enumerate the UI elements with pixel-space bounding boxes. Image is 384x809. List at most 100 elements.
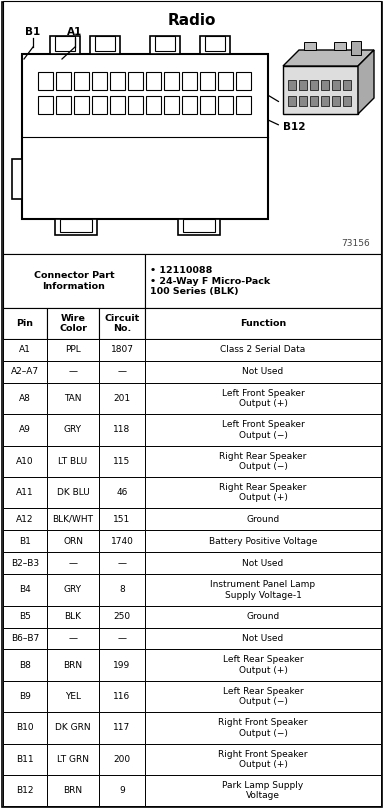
Bar — [145, 254, 381, 308]
Bar — [56, 96, 71, 114]
Bar — [150, 36, 180, 54]
Text: DK GRN: DK GRN — [55, 723, 91, 732]
Bar — [47, 743, 99, 775]
Text: 118: 118 — [113, 426, 131, 434]
Bar — [99, 339, 145, 361]
Bar — [145, 339, 381, 361]
Text: 1740: 1740 — [111, 537, 133, 546]
Bar — [145, 361, 381, 383]
Bar — [90, 36, 120, 54]
Bar — [182, 96, 197, 114]
Bar — [332, 80, 340, 90]
Bar — [3, 308, 47, 339]
Text: Circuit
No.: Circuit No. — [104, 314, 140, 333]
Text: Battery Positive Voltage: Battery Positive Voltage — [209, 537, 317, 546]
Text: 73156: 73156 — [341, 239, 370, 248]
Bar — [22, 54, 268, 219]
Bar — [99, 383, 145, 414]
Bar — [3, 339, 47, 361]
Bar — [3, 628, 47, 650]
Text: ORN: ORN — [63, 537, 83, 546]
Bar — [3, 574, 47, 606]
Bar — [3, 606, 47, 628]
Text: Not Used: Not Used — [242, 559, 284, 568]
Bar — [288, 96, 296, 106]
Bar — [47, 414, 99, 446]
Text: A1: A1 — [67, 27, 83, 37]
Text: Not Used: Not Used — [242, 634, 284, 643]
Bar — [145, 414, 381, 446]
Bar — [145, 308, 381, 339]
Bar — [47, 383, 99, 414]
Bar — [99, 531, 145, 553]
Bar — [218, 72, 233, 90]
Text: Left Rear Speaker
Output (−): Left Rear Speaker Output (−) — [223, 687, 303, 706]
Bar — [3, 477, 47, 508]
Bar — [47, 446, 99, 477]
Polygon shape — [283, 50, 374, 66]
Text: B1: B1 — [19, 537, 31, 546]
Bar — [99, 606, 145, 628]
Text: Radio: Radio — [168, 13, 216, 28]
Bar — [47, 574, 99, 606]
Bar — [145, 743, 381, 775]
Bar — [95, 36, 115, 51]
Text: TAN: TAN — [64, 394, 82, 403]
Bar — [145, 606, 381, 628]
Bar — [145, 477, 381, 508]
Text: 46: 46 — [116, 488, 128, 498]
Text: 1807: 1807 — [111, 345, 134, 354]
Text: Class 2 Serial Data: Class 2 Serial Data — [220, 345, 306, 354]
Text: Right Rear Speaker
Output (+): Right Rear Speaker Output (+) — [219, 483, 307, 502]
Text: GRY: GRY — [64, 586, 82, 595]
Bar — [3, 531, 47, 553]
Text: A10: A10 — [16, 457, 34, 466]
Bar — [92, 96, 107, 114]
Text: —: — — [118, 367, 126, 376]
Bar — [55, 219, 97, 235]
Bar — [310, 80, 318, 90]
Text: 8: 8 — [119, 586, 125, 595]
Text: B1: B1 — [25, 27, 41, 37]
Text: —: — — [118, 559, 126, 568]
Bar — [145, 531, 381, 553]
Bar — [47, 553, 99, 574]
Bar — [38, 72, 53, 90]
Bar — [110, 96, 125, 114]
Bar — [164, 96, 179, 114]
Text: B10: B10 — [16, 723, 34, 732]
Text: Ground: Ground — [247, 612, 280, 621]
Text: 250: 250 — [113, 612, 131, 621]
Bar — [145, 508, 381, 531]
Text: —: — — [68, 367, 78, 376]
Text: B5: B5 — [19, 612, 31, 621]
Bar — [99, 553, 145, 574]
Bar — [47, 650, 99, 681]
Bar — [47, 531, 99, 553]
Bar — [128, 72, 143, 90]
Bar — [299, 96, 307, 106]
Text: Right Front Speaker
Output (+): Right Front Speaker Output (+) — [218, 749, 308, 769]
Bar — [288, 80, 296, 90]
Bar — [146, 72, 161, 90]
Bar — [99, 775, 145, 807]
Bar — [321, 80, 329, 90]
Bar — [3, 712, 47, 743]
Bar — [38, 96, 53, 114]
Text: Pin: Pin — [17, 319, 33, 328]
Text: Park Lamp Supply
Voltage: Park Lamp Supply Voltage — [222, 781, 304, 800]
Text: Connector Part
Information: Connector Part Information — [34, 271, 114, 290]
Bar — [3, 743, 47, 775]
Bar — [3, 414, 47, 446]
Text: BLK/WHT: BLK/WHT — [53, 515, 93, 523]
Bar — [145, 712, 381, 743]
Bar — [304, 42, 316, 50]
Text: B4: B4 — [19, 586, 31, 595]
Bar — [351, 41, 361, 55]
Bar — [3, 254, 145, 308]
Text: A12: A12 — [16, 515, 34, 523]
Bar — [99, 446, 145, 477]
Text: BLK: BLK — [65, 612, 81, 621]
Text: A11: A11 — [16, 488, 34, 498]
Bar — [200, 72, 215, 90]
